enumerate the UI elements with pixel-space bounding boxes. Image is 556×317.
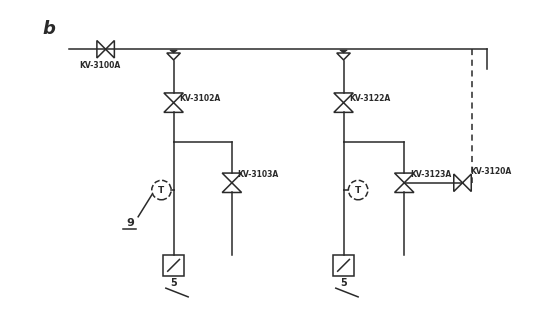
Text: T: T: [355, 185, 361, 195]
Text: 9: 9: [127, 218, 135, 229]
Bar: [333, 255, 354, 276]
Polygon shape: [170, 50, 177, 53]
Text: KV-3122A: KV-3122A: [349, 94, 391, 103]
Text: 5: 5: [340, 278, 347, 288]
Text: KV-3102A: KV-3102A: [180, 94, 221, 103]
Text: 5: 5: [170, 278, 177, 288]
Text: KV-3123A: KV-3123A: [410, 170, 451, 179]
Text: KV-3120A: KV-3120A: [470, 167, 511, 176]
Text: KV-3103A: KV-3103A: [238, 170, 279, 179]
Polygon shape: [340, 50, 348, 53]
Text: b: b: [42, 20, 56, 38]
Bar: [163, 255, 184, 276]
Text: KV-3100A: KV-3100A: [79, 61, 120, 70]
Text: T: T: [158, 185, 165, 195]
